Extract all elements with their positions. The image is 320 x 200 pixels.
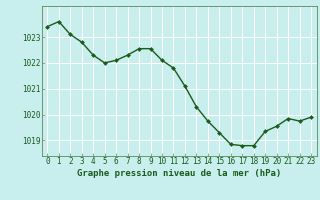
X-axis label: Graphe pression niveau de la mer (hPa): Graphe pression niveau de la mer (hPa) [77, 169, 281, 178]
